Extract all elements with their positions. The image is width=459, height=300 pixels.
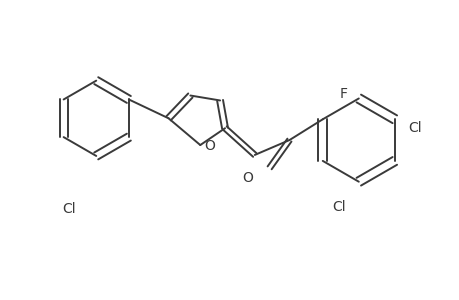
Text: Cl: Cl xyxy=(408,121,421,135)
Text: Cl: Cl xyxy=(331,200,345,214)
Text: O: O xyxy=(204,139,215,153)
Text: O: O xyxy=(242,171,253,185)
Text: Cl: Cl xyxy=(62,202,76,216)
Text: F: F xyxy=(339,86,347,100)
